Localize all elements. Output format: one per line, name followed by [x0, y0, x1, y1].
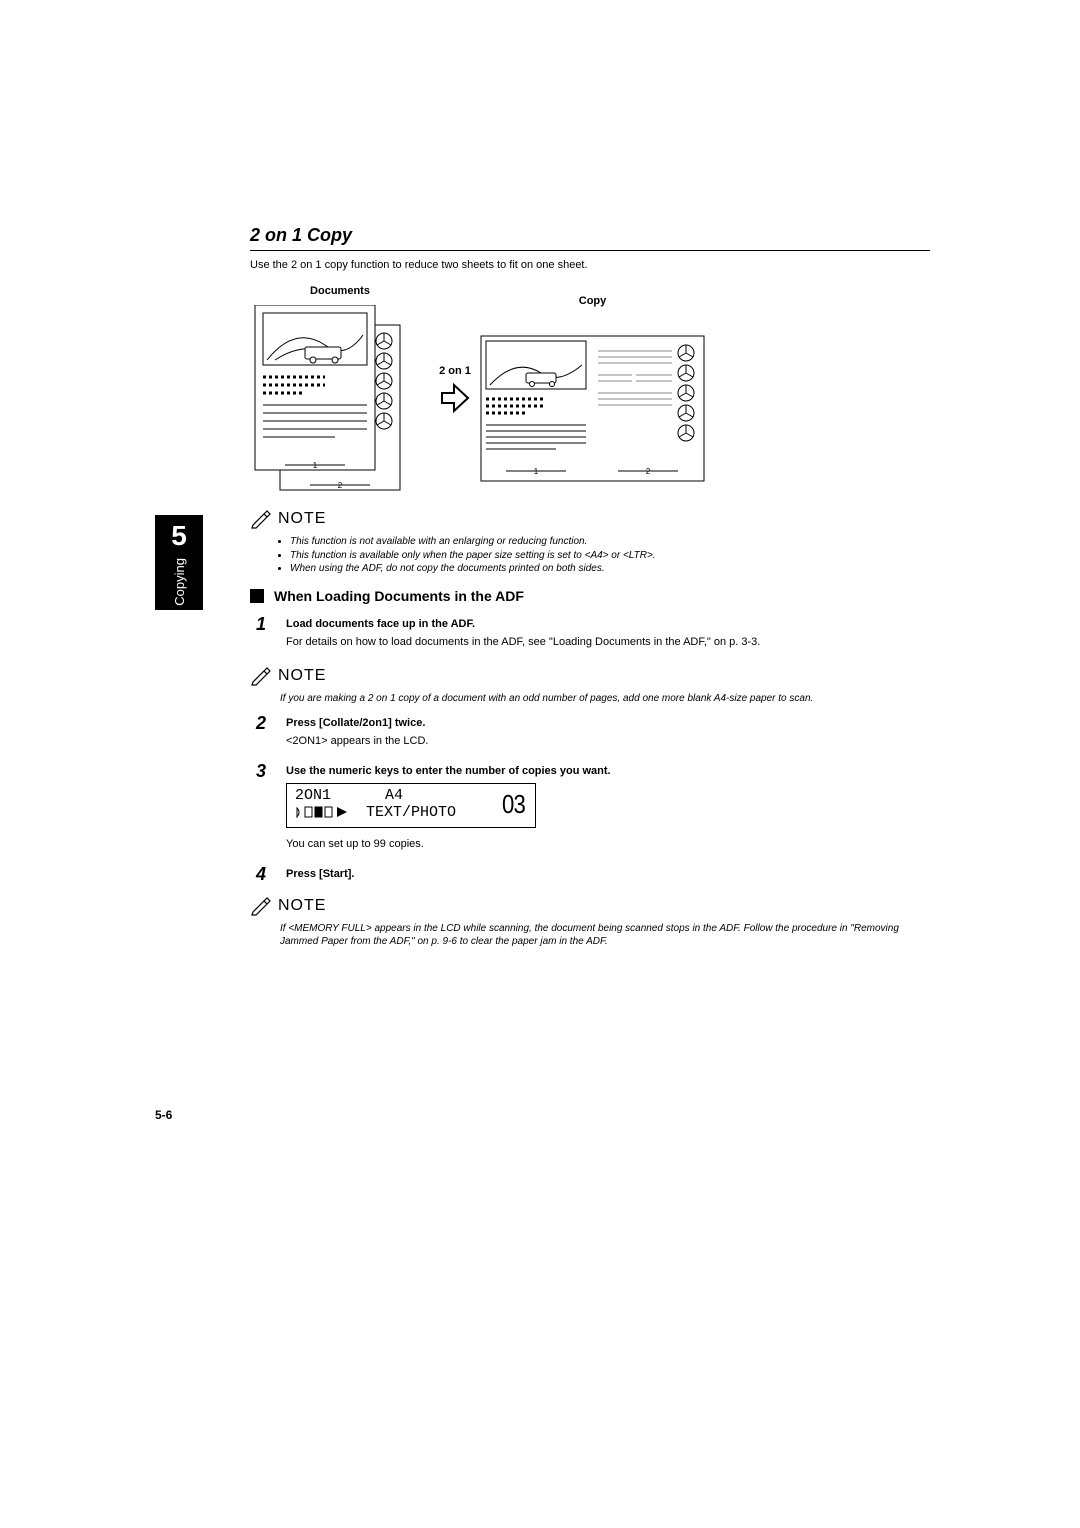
note-item: This function is available only when the… — [290, 549, 930, 563]
step-title: Use the numeric keys to enter the number… — [286, 765, 930, 777]
lcd-mode: 2ON1 — [295, 787, 331, 804]
step-title: Load documents face up in the ADF. — [286, 618, 930, 630]
lcd-paper: A4 — [385, 787, 403, 804]
step-number: 4 — [256, 864, 274, 886]
square-bullet-icon — [250, 589, 264, 603]
note-header: NOTE — [250, 509, 930, 529]
lcd-density-icon — [295, 806, 357, 818]
note-list-1: This function is not available with an e… — [278, 535, 930, 576]
lcd-copy-count: 03 — [502, 789, 525, 820]
arrow-icon — [438, 381, 472, 415]
pencil-icon — [250, 666, 272, 686]
step-2: 2 Press [Collate/2on1] twice. <2ON1> app… — [256, 713, 930, 755]
step-number: 3 — [256, 761, 274, 858]
step-number: 1 — [256, 614, 274, 656]
note-label: NOTE — [278, 897, 326, 915]
chapter-tab: 5 Copying — [155, 515, 203, 610]
step-text: For details on how to load documents in … — [286, 636, 930, 648]
section-intro: Use the 2 on 1 copy function to reduce t… — [250, 259, 930, 271]
page-content: 2 on 1 Copy Use the 2 on 1 copy function… — [250, 225, 930, 957]
lcd-mode-text: TEXT/PHOTO — [366, 804, 456, 821]
note-label: NOTE — [278, 667, 326, 685]
arrow-column: 2 on 1 — [438, 365, 472, 415]
step-title: Press [Start]. — [286, 868, 930, 880]
copy-illustration: 1 — [480, 335, 705, 485]
diagram-row: Documents — [250, 285, 930, 495]
note-text: If you are making a 2 on 1 copy of a doc… — [280, 692, 930, 706]
note-header: NOTE — [250, 666, 930, 686]
step-text: <2ON1> appears in the LCD. — [286, 735, 930, 747]
svg-text:2: 2 — [338, 481, 343, 490]
subsection-header: When Loading Documents in the ADF — [250, 588, 930, 604]
documents-column: Documents — [250, 285, 430, 495]
center-label: 2 on 1 — [439, 365, 471, 377]
section-title: 2 on 1 Copy — [250, 225, 930, 246]
step-3: 3 Use the numeric keys to enter the numb… — [256, 761, 930, 858]
section-rule — [250, 250, 930, 251]
chapter-label: Copying — [172, 558, 187, 606]
copy-column: Copy — [480, 295, 705, 485]
chapter-number: 5 — [171, 520, 187, 552]
step-1: 1 Load documents face up in the ADF. For… — [256, 614, 930, 656]
step-text: You can set up to 99 copies. — [286, 838, 930, 850]
documents-illustration: 2 — [250, 305, 430, 495]
step-title: Press [Collate/2on1] twice. — [286, 717, 930, 729]
subsection-title: When Loading Documents in the ADF — [274, 588, 524, 604]
copy-label: Copy — [579, 295, 607, 307]
note-item: This function is not available with an e… — [290, 535, 930, 549]
documents-label: Documents — [310, 285, 370, 297]
svg-text:2: 2 — [646, 467, 651, 476]
page-number: 5-6 — [155, 1108, 172, 1122]
pencil-icon — [250, 509, 272, 529]
note-label: NOTE — [278, 510, 326, 528]
lcd-display: 2ON1 A4 TEXT/PHOTO 03 — [286, 783, 536, 828]
pencil-icon — [250, 896, 272, 916]
note-item: When using the ADF, do not copy the docu… — [290, 562, 930, 576]
svg-text:1: 1 — [313, 461, 318, 470]
step-4: 4 Press [Start]. — [256, 864, 930, 886]
step-number: 2 — [256, 713, 274, 755]
note-header: NOTE — [250, 896, 930, 916]
svg-text:1: 1 — [534, 467, 539, 476]
note-text: If <MEMORY FULL> appears in the LCD whil… — [280, 922, 930, 949]
